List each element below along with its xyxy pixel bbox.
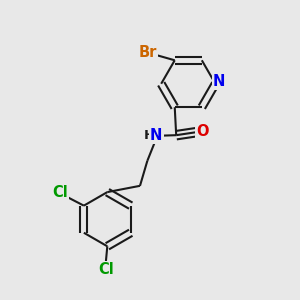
- Text: N: N: [150, 128, 162, 143]
- Text: O: O: [196, 124, 209, 139]
- Text: Cl: Cl: [98, 262, 114, 277]
- Text: Br: Br: [138, 44, 157, 59]
- Text: N: N: [213, 74, 225, 89]
- Text: H: H: [144, 129, 155, 142]
- Text: Cl: Cl: [52, 185, 68, 200]
